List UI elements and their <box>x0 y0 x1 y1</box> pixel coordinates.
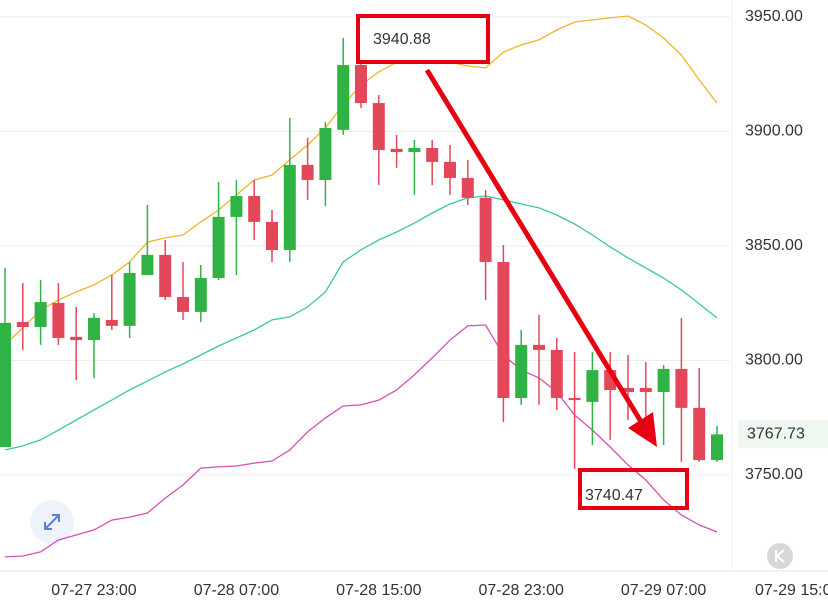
candle-body <box>16 321 29 328</box>
candle-body <box>426 147 439 162</box>
candle-body <box>177 297 189 312</box>
candle-body <box>0 322 11 448</box>
arrow-head <box>628 412 657 447</box>
candle-body <box>533 344 545 350</box>
candle-body <box>586 370 599 402</box>
candle-body <box>444 161 456 178</box>
candle-body <box>372 103 385 150</box>
candle-body <box>105 319 118 326</box>
candle-body <box>212 216 225 279</box>
last-price-box <box>738 420 828 449</box>
candle-body <box>141 254 154 276</box>
y-tick-label: 3850.00 <box>745 237 803 254</box>
back-circle <box>767 543 793 569</box>
candle-body <box>52 302 65 339</box>
candle-body <box>657 368 670 393</box>
candle-body <box>301 164 314 180</box>
candle-body <box>390 148 403 153</box>
x-tick-label: 07-28 23:00 <box>478 582 564 599</box>
candle-body <box>355 65 367 104</box>
y-tick-label: 3750.00 <box>745 466 803 483</box>
candle-body <box>337 65 350 130</box>
arrow-shaft <box>424 68 646 427</box>
candle-body <box>479 197 492 262</box>
candle-body <box>550 349 563 399</box>
candle-body <box>408 147 421 153</box>
candle-body <box>497 261 510 399</box>
candle-body <box>283 164 296 251</box>
candle-body <box>248 196 261 222</box>
back-button[interactable] <box>767 543 793 569</box>
candle-body <box>622 387 634 393</box>
candle-body <box>123 272 136 326</box>
band-line <box>4 195 718 451</box>
y-tick-label: 3950.00 <box>745 8 803 25</box>
x-tick-label: 07-29 07:00 <box>621 582 707 599</box>
y-tick-label: 3900.00 <box>745 123 803 140</box>
x-tick-label: 07-28 07:00 <box>194 582 280 599</box>
x-tick-label: 07-27 23:00 <box>51 582 137 599</box>
last-price-label: 3767.73 <box>747 426 805 443</box>
candle-body <box>70 336 83 341</box>
candle-body <box>230 196 243 217</box>
y-tick-label: 3800.00 <box>745 352 803 369</box>
expand-icon <box>44 514 60 530</box>
high-label: 3940.88 <box>373 31 431 48</box>
candle-body <box>266 221 278 251</box>
x-tick-label: 07-29 15:00 <box>755 582 828 599</box>
candle-body <box>639 387 652 393</box>
candle-body <box>159 254 172 298</box>
low-box <box>578 468 689 510</box>
low-label: 3740.47 <box>585 487 643 504</box>
candle-body <box>461 177 474 198</box>
candle-body <box>693 407 706 461</box>
high-box <box>356 14 490 64</box>
candle-body <box>711 434 723 461</box>
candle-body <box>515 344 528 399</box>
x-tick-label: 07-28 15:00 <box>336 582 422 599</box>
candle-body <box>319 128 332 180</box>
back-icon <box>775 549 785 563</box>
candle-body <box>34 302 47 328</box>
candle-body <box>568 398 581 401</box>
candle-body <box>675 368 688 408</box>
expand-button[interactable] <box>30 500 74 544</box>
candle-body <box>194 278 207 312</box>
candle-body <box>88 317 100 341</box>
band-line <box>4 324 718 558</box>
